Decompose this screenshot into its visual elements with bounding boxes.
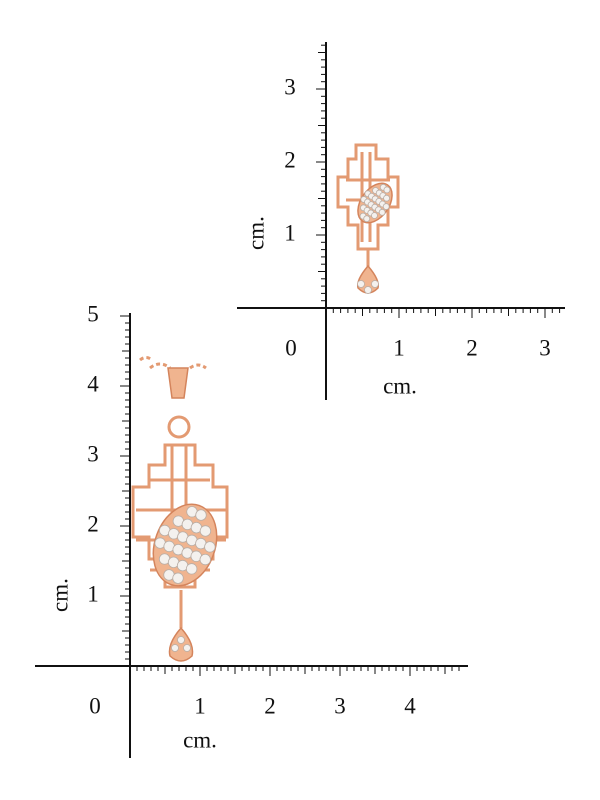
ruler-label: 1 (87, 581, 99, 606)
ruler-label: 3 (334, 693, 346, 718)
stone (383, 194, 390, 202)
stone (199, 553, 211, 566)
ruler-label: 2 (87, 511, 99, 536)
ruler-label: 2 (264, 693, 276, 718)
stone (177, 636, 185, 644)
ruler-label: 0 (285, 335, 297, 360)
stone (171, 644, 179, 652)
unit-label: cm. (243, 216, 268, 250)
stone (363, 215, 371, 223)
stone (204, 541, 216, 553)
ruler-label: 3 (284, 74, 296, 99)
stone (378, 208, 386, 216)
stone (199, 525, 212, 537)
unit-label: cm. (47, 578, 72, 612)
ruler-label: 1 (284, 220, 296, 245)
ruler-label: 1 (393, 335, 405, 360)
stone (364, 286, 372, 294)
stone (371, 212, 378, 219)
ruler-label: 3 (87, 441, 99, 466)
stone (185, 563, 198, 575)
stone (183, 644, 191, 652)
ruler-label: 4 (404, 693, 416, 718)
ruler-label: 5 (87, 301, 99, 326)
stone (383, 186, 391, 194)
unit-label: cm. (183, 727, 217, 752)
ruler-label: 2 (284, 147, 296, 172)
stone (382, 203, 390, 210)
unit-label: cm. (383, 373, 417, 398)
ruler-label: 1 (194, 693, 206, 718)
stone (371, 280, 379, 288)
ruler-label: 0 (89, 693, 101, 718)
ruler-label: 3 (539, 335, 551, 360)
ruler-label: 2 (466, 335, 478, 360)
ruler-label: 4 (87, 371, 99, 396)
stone (195, 509, 207, 521)
stone (172, 572, 184, 584)
pendant-image (131, 356, 229, 662)
stone (357, 280, 365, 288)
earring-image (336, 143, 400, 294)
